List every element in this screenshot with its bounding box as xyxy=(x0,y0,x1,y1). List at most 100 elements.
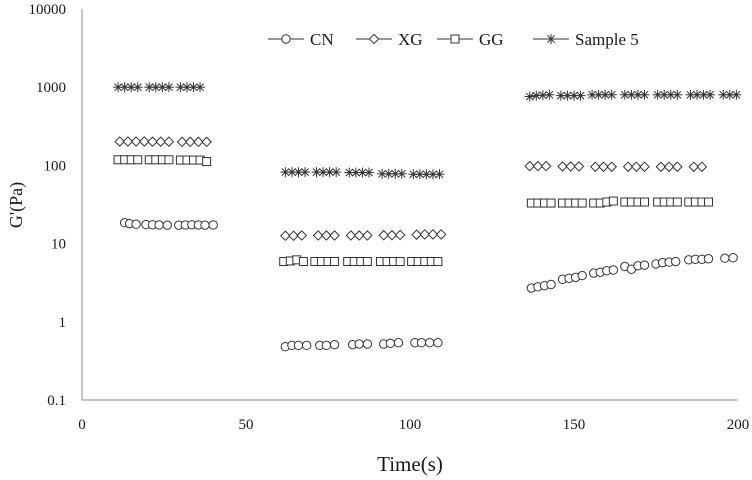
legend-marker xyxy=(450,34,460,44)
data-point xyxy=(201,136,212,148)
legend: CN XG GG Sample 5 xyxy=(268,30,639,49)
series-xg xyxy=(114,136,708,242)
data-point xyxy=(293,340,304,351)
data-point xyxy=(532,160,544,172)
data-point xyxy=(631,161,642,173)
data-point xyxy=(155,136,167,147)
y-tick-label: 10000 xyxy=(29,2,67,18)
data-point xyxy=(164,155,174,165)
data-point xyxy=(301,340,312,351)
y-tick-label: 100 xyxy=(44,158,67,174)
data-point xyxy=(590,161,601,173)
data-point xyxy=(670,256,681,267)
data-point xyxy=(202,157,212,167)
legend-marker xyxy=(368,33,380,45)
data-point xyxy=(394,229,406,241)
data-point xyxy=(575,90,586,101)
data-point xyxy=(565,161,577,172)
y-tick-labels: 0.1 1 10 100 1000 10000 xyxy=(29,2,67,409)
data-point xyxy=(685,89,696,100)
series-sample-5 xyxy=(113,82,742,180)
data-point xyxy=(195,82,206,93)
data-point xyxy=(393,338,404,348)
data-point xyxy=(655,161,667,173)
data-point xyxy=(132,82,143,93)
legend-label: Sample 5 xyxy=(575,30,639,49)
data-point xyxy=(139,136,150,147)
x-tick-label: 200 xyxy=(727,417,750,433)
data-point xyxy=(688,161,700,173)
data-point xyxy=(557,161,568,172)
data-point xyxy=(330,257,340,267)
legend-item: CN xyxy=(268,30,334,49)
data-point xyxy=(176,136,188,148)
data-point xyxy=(577,198,587,208)
data-point xyxy=(531,90,542,101)
y-axis-title: G'(Pa) xyxy=(6,182,27,228)
data-point xyxy=(731,89,742,100)
data-point xyxy=(639,161,650,173)
data-point xyxy=(672,89,683,100)
data-point xyxy=(163,82,174,93)
data-point xyxy=(362,339,373,349)
y-tick-label: 1000 xyxy=(36,80,66,96)
data-point xyxy=(345,230,357,241)
data-point xyxy=(321,230,332,241)
data-point xyxy=(703,197,713,207)
data-point xyxy=(131,219,141,229)
plot-area xyxy=(81,9,738,401)
data-point xyxy=(175,82,186,93)
data-point xyxy=(433,338,443,348)
data-point xyxy=(163,136,175,147)
data-point xyxy=(427,229,439,240)
data-point xyxy=(288,230,299,242)
data-point xyxy=(434,169,445,180)
data-point xyxy=(329,230,340,241)
data-point xyxy=(421,169,432,180)
legend-marker xyxy=(281,34,291,44)
legend-item: Sample 5 xyxy=(533,30,639,49)
data-point xyxy=(193,136,204,148)
data-point xyxy=(546,198,556,208)
data-point xyxy=(540,160,552,172)
x-axis-title: Time(s) xyxy=(377,452,443,476)
data-point xyxy=(672,161,683,173)
data-point xyxy=(698,89,709,100)
data-point xyxy=(362,230,373,241)
data-point xyxy=(162,220,172,230)
legend-item: XG xyxy=(356,30,423,49)
data-point xyxy=(640,197,650,207)
data-point xyxy=(659,89,670,100)
data-point xyxy=(696,161,708,173)
data-point xyxy=(130,136,142,147)
data-point xyxy=(608,265,619,275)
data-point xyxy=(573,161,585,172)
data-point xyxy=(321,340,332,351)
data-point xyxy=(354,339,364,349)
x-tick-label: 0 xyxy=(78,417,86,433)
legend-item: GG xyxy=(437,30,504,49)
data-point xyxy=(331,167,342,178)
data-point xyxy=(357,167,368,178)
data-point xyxy=(524,160,536,172)
data-point xyxy=(720,253,730,263)
x-tick-labels: 0 50 100 150 200 xyxy=(78,417,749,433)
legend-label: CN xyxy=(310,30,334,49)
data-point xyxy=(396,168,407,179)
x-tick-label: 50 xyxy=(239,417,254,433)
data-point xyxy=(300,167,311,178)
y-tick-label: 0.1 xyxy=(47,393,66,409)
data-point xyxy=(395,257,405,267)
data-point xyxy=(639,260,650,270)
data-marks xyxy=(113,82,742,352)
y-tick-label: 10 xyxy=(51,237,66,253)
data-point xyxy=(184,136,196,148)
data-point xyxy=(705,89,716,100)
data-point xyxy=(312,230,324,241)
data-point xyxy=(577,270,587,281)
data-point xyxy=(524,91,535,102)
y-tick-label: 1 xyxy=(59,315,67,331)
data-point xyxy=(608,196,618,206)
data-point xyxy=(378,229,390,241)
